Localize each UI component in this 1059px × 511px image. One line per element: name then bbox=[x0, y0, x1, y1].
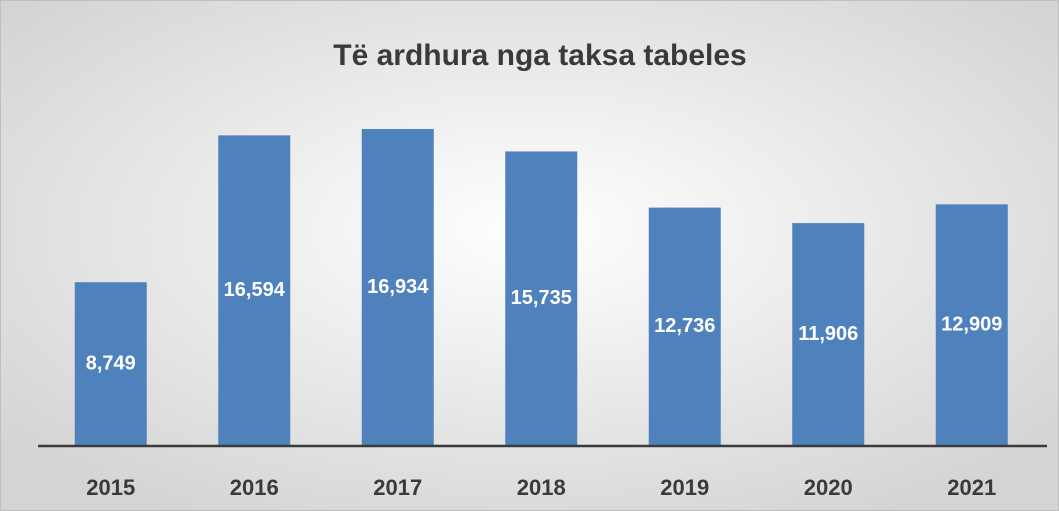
x-tick-label: 2017 bbox=[373, 475, 422, 500]
bar bbox=[792, 223, 865, 446]
x-tick-label: 2019 bbox=[660, 475, 709, 500]
data-label: 16,594 bbox=[224, 279, 286, 301]
bar bbox=[648, 207, 721, 446]
x-tick-label: 2018 bbox=[517, 475, 566, 500]
data-label: 12,736 bbox=[654, 315, 715, 337]
bar bbox=[74, 282, 147, 446]
bar bbox=[935, 204, 1008, 446]
bar bbox=[218, 135, 291, 446]
bar bbox=[505, 151, 578, 447]
chart-title: Të ardhura nga taksa tabeles bbox=[333, 39, 747, 72]
data-label: 16,934 bbox=[367, 276, 429, 298]
data-label: 15,735 bbox=[511, 287, 572, 309]
data-label: 11,906 bbox=[798, 323, 858, 345]
x-tick-label: 2015 bbox=[86, 475, 135, 500]
bar bbox=[361, 129, 434, 446]
x-tick-label: 2020 bbox=[804, 475, 853, 500]
data-label: 12,909 bbox=[941, 313, 1002, 335]
x-tick-label: 2021 bbox=[947, 475, 996, 500]
x-tick-label: 2016 bbox=[230, 475, 279, 500]
data-label: 8,749 bbox=[86, 352, 136, 374]
